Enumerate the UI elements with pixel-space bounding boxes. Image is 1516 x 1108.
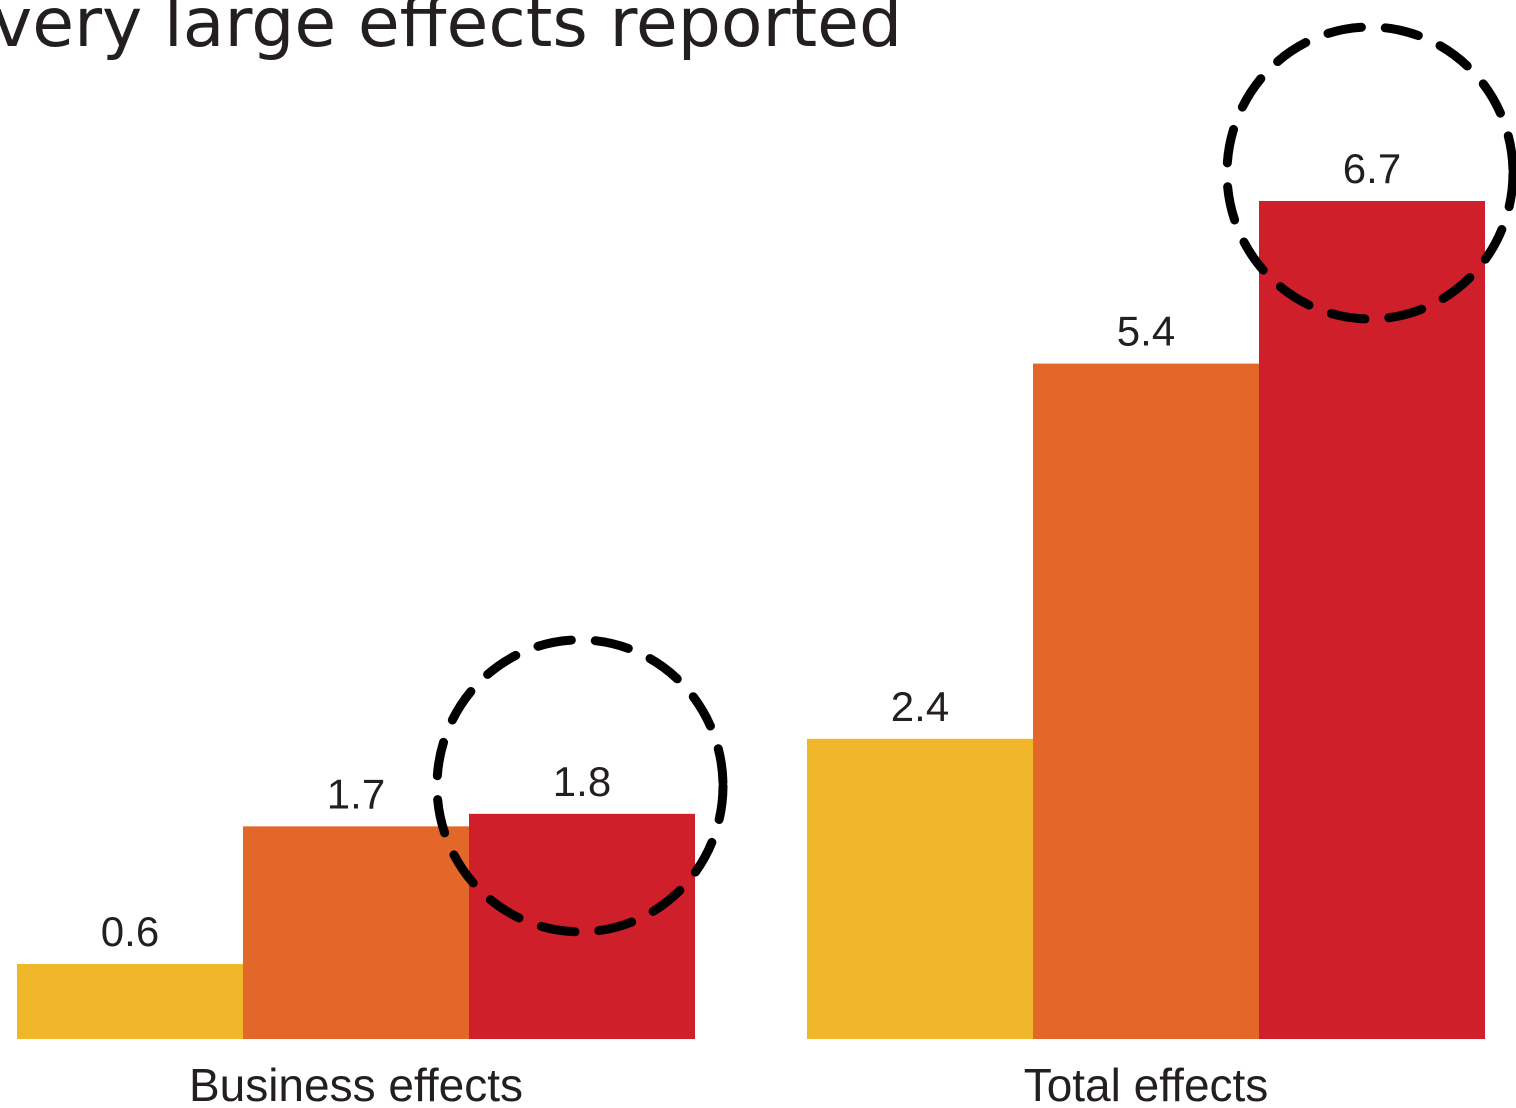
- highlight-ring: [1222, 22, 1516, 324]
- bars-layer: [17, 201, 1485, 1039]
- value-labels-layer: 0.6 1.7 1.8 2.4 5.4 6.7: [101, 145, 1401, 955]
- highlight-ring: [432, 635, 728, 937]
- bar-business-1: [17, 963, 243, 1039]
- bar-total-2: [1033, 363, 1259, 1039]
- bar-business-3: [469, 813, 695, 1039]
- value-label: 2.4: [891, 683, 949, 730]
- category-label: Business effects: [189, 1059, 523, 1108]
- chart-title: very large effects reported: [0, 0, 902, 63]
- bar-total-1: [807, 738, 1033, 1039]
- highlight-rings-layer: [432, 22, 1516, 937]
- category-label: Total effects: [1024, 1059, 1269, 1108]
- value-label: 6.7: [1343, 145, 1401, 192]
- category-labels-layer: Business effects Total effects: [189, 1059, 1268, 1108]
- value-label: 1.7: [327, 770, 385, 817]
- bar-business-2: [243, 826, 469, 1039]
- value-label: 5.4: [1117, 308, 1175, 355]
- bar-total-3: [1259, 201, 1485, 1039]
- value-label: 0.6: [101, 908, 159, 955]
- value-label: 1.8: [553, 758, 611, 805]
